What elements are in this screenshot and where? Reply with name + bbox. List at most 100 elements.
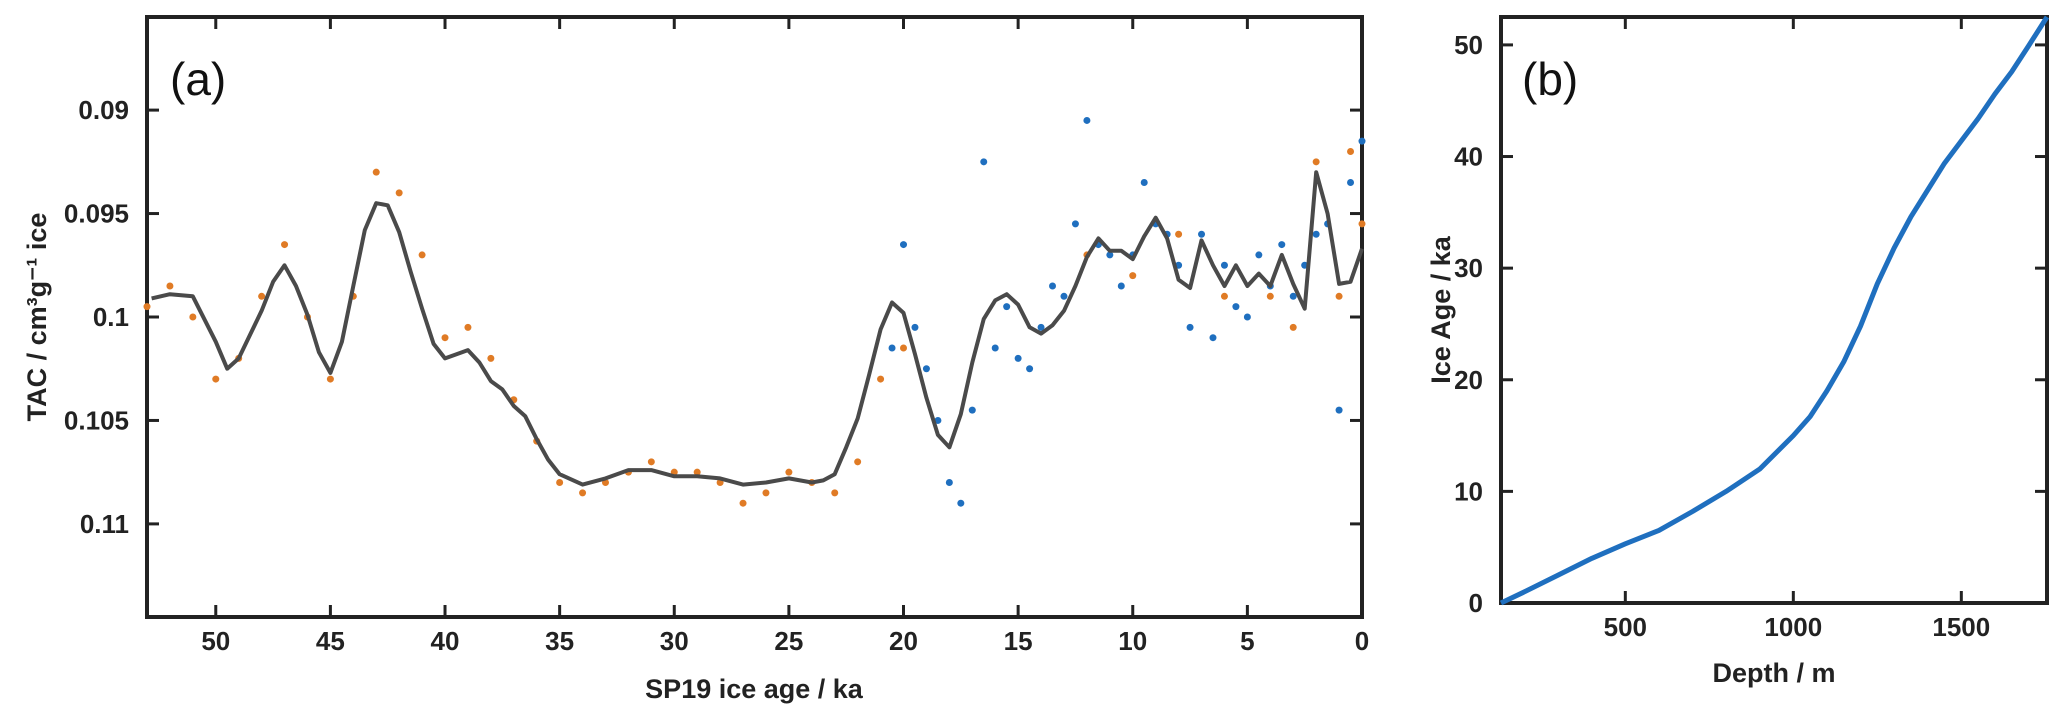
panel-a-y-ticks: 0.09 0.095 0.1 0.105 0.11 — [64, 95, 1362, 539]
panel-a-x-ticks: 50 45 40 35 30 25 20 15 10 5 0 — [201, 17, 1369, 656]
panel-a-data-point — [1037, 323, 1045, 331]
panel-a-data-point — [326, 375, 334, 383]
panel-a-data-point — [1117, 282, 1125, 290]
panel-a-data-point — [464, 323, 472, 331]
panel-a-data-point — [1186, 323, 1194, 331]
panel-a-data-point — [785, 468, 793, 476]
panel-a-data-point — [1347, 147, 1355, 155]
panel-a-y-axis-title: TAC / cm³g⁻¹ ice — [22, 213, 52, 422]
panel-a-data-point — [1049, 282, 1057, 290]
panel-b-x-tick-label: 500 — [1604, 612, 1647, 642]
panel-a-data-point — [1220, 292, 1228, 300]
panel-a-data-point — [418, 251, 426, 259]
panel-a-data-point — [1312, 158, 1320, 166]
panel-a-data-point — [1083, 116, 1091, 124]
panel-a-data-point — [212, 375, 220, 383]
panel-a-plot-area — [143, 116, 1366, 507]
panel-b-y-axis-title: Ice Age / ka — [1426, 235, 1456, 384]
panel-a-data-point — [1140, 179, 1148, 187]
panel-a-data-point — [1266, 292, 1274, 300]
panel-a-y-tick-label: 0.095 — [64, 199, 129, 229]
panel-a-data-point — [1129, 272, 1137, 280]
panel-a-data-point — [831, 489, 839, 497]
panel-a-data-point — [1358, 137, 1366, 145]
panel-b-x-tick-label: 1500 — [1932, 612, 1990, 642]
panel-b-x-axis-title: Depth / m — [1712, 658, 1835, 688]
panel-a-data-point — [579, 489, 587, 497]
panel-b-x-ticks: 500 1000 1500 — [1604, 17, 1990, 642]
panel-a-y-tick-label: 0.1 — [93, 302, 129, 332]
panel-a-data-point — [1220, 261, 1228, 269]
panel-a-data-point — [945, 479, 953, 487]
panel-a-data-point — [281, 241, 289, 249]
panel-a-data-point — [911, 323, 919, 331]
panel-a-data-point — [1278, 241, 1286, 249]
panel-a-data-point — [166, 282, 174, 290]
panel-a-y-tick-label: 0.09 — [78, 95, 129, 125]
panel-a-data-point — [1243, 313, 1251, 321]
panel-a-data-point — [143, 303, 151, 311]
panel-a-data-point — [1335, 292, 1343, 300]
panel-a-data-point — [1003, 303, 1011, 311]
panel-a-x-tick-label: 45 — [316, 626, 345, 656]
panel-b-y-tick-label: 50 — [1454, 30, 1483, 60]
panel-a-series-0 — [143, 147, 1366, 507]
panel-b-axes-frame — [1499, 15, 2049, 605]
panel-a-data-point — [1358, 220, 1366, 228]
panel-a-smoothed-line — [151, 170, 1364, 487]
panel-b-y-tick-label: 30 — [1454, 253, 1483, 283]
panel-a-data-point — [189, 313, 197, 321]
panel-a-data-point — [934, 416, 942, 424]
panel-b-y-tick-label: 10 — [1454, 476, 1483, 506]
panel-a-data-point — [647, 458, 655, 466]
panel-a-data-point — [854, 458, 862, 466]
panel-a-data-point — [877, 375, 885, 383]
panel-a-x-axis-title: SP19 ice age / ka — [645, 674, 864, 704]
panel-a-x-tick-label: 0 — [1355, 626, 1369, 656]
panel-a-data-point — [900, 344, 908, 352]
panel-a-data-point — [1198, 230, 1206, 238]
panel-b-x-tick-label: 1000 — [1764, 612, 1822, 642]
panel-a-x-tick-label: 15 — [1004, 626, 1033, 656]
panel-a-data-point — [556, 479, 564, 487]
panel-a-x-tick-label: 40 — [431, 626, 460, 656]
panel-a-data-point — [1175, 230, 1183, 238]
panel-a-data-point — [395, 189, 403, 197]
panel-a-data-point — [1289, 323, 1297, 331]
panel-a-data-point — [922, 365, 930, 373]
panel-a-data-point — [693, 468, 701, 476]
panel-a-data-point — [1209, 334, 1217, 342]
panel-a-data-point — [1232, 303, 1240, 311]
panel-a-data-point — [957, 499, 965, 507]
panel-b-y-tick-label: 20 — [1454, 365, 1483, 395]
panel-a-data-point — [1060, 292, 1068, 300]
panel-a-data-point — [1312, 230, 1320, 238]
panel-a-data-point — [1335, 406, 1343, 414]
panel-a-data-point — [739, 499, 747, 507]
panel-a-x-tick-label: 35 — [545, 626, 574, 656]
panel-b-age-depth-line — [1499, 15, 2050, 606]
panel-a-data-point — [487, 354, 495, 362]
panel-a-data-point — [1014, 354, 1022, 362]
panel-a-series-1 — [888, 116, 1366, 507]
panel-b-y-ticks: 0 10 20 30 40 50 — [1454, 30, 2047, 618]
panel-b-y-tick-label: 40 — [1454, 142, 1483, 172]
panel-a-x-tick-label: 10 — [1118, 626, 1147, 656]
panel-a-data-point — [888, 344, 896, 352]
panel-a: 50 45 40 35 30 25 20 15 10 5 0 0.090.0950.10.1050.… — [22, 15, 1369, 704]
panel-a-x-tick-label: 30 — [660, 626, 689, 656]
panel-a-data-point — [1026, 365, 1034, 373]
panel-a-data-point — [980, 158, 988, 166]
panel-a-data-point — [1289, 292, 1297, 300]
panel-a-x-tick-label: 5 — [1240, 626, 1254, 656]
panel-a-data-point — [900, 241, 908, 249]
panel-b-label: (b) — [1522, 53, 1578, 105]
panel-a-data-point — [441, 334, 449, 342]
panel-a-y-tick-label: 0.11 — [80, 509, 129, 539]
panel-b-y-tick-label: 0 — [1469, 588, 1483, 618]
panel-a-data-point — [258, 292, 266, 300]
panel-a-label: (a) — [170, 53, 226, 105]
panel-a-data-point — [968, 406, 976, 414]
panel-a-data-point — [1106, 251, 1114, 259]
